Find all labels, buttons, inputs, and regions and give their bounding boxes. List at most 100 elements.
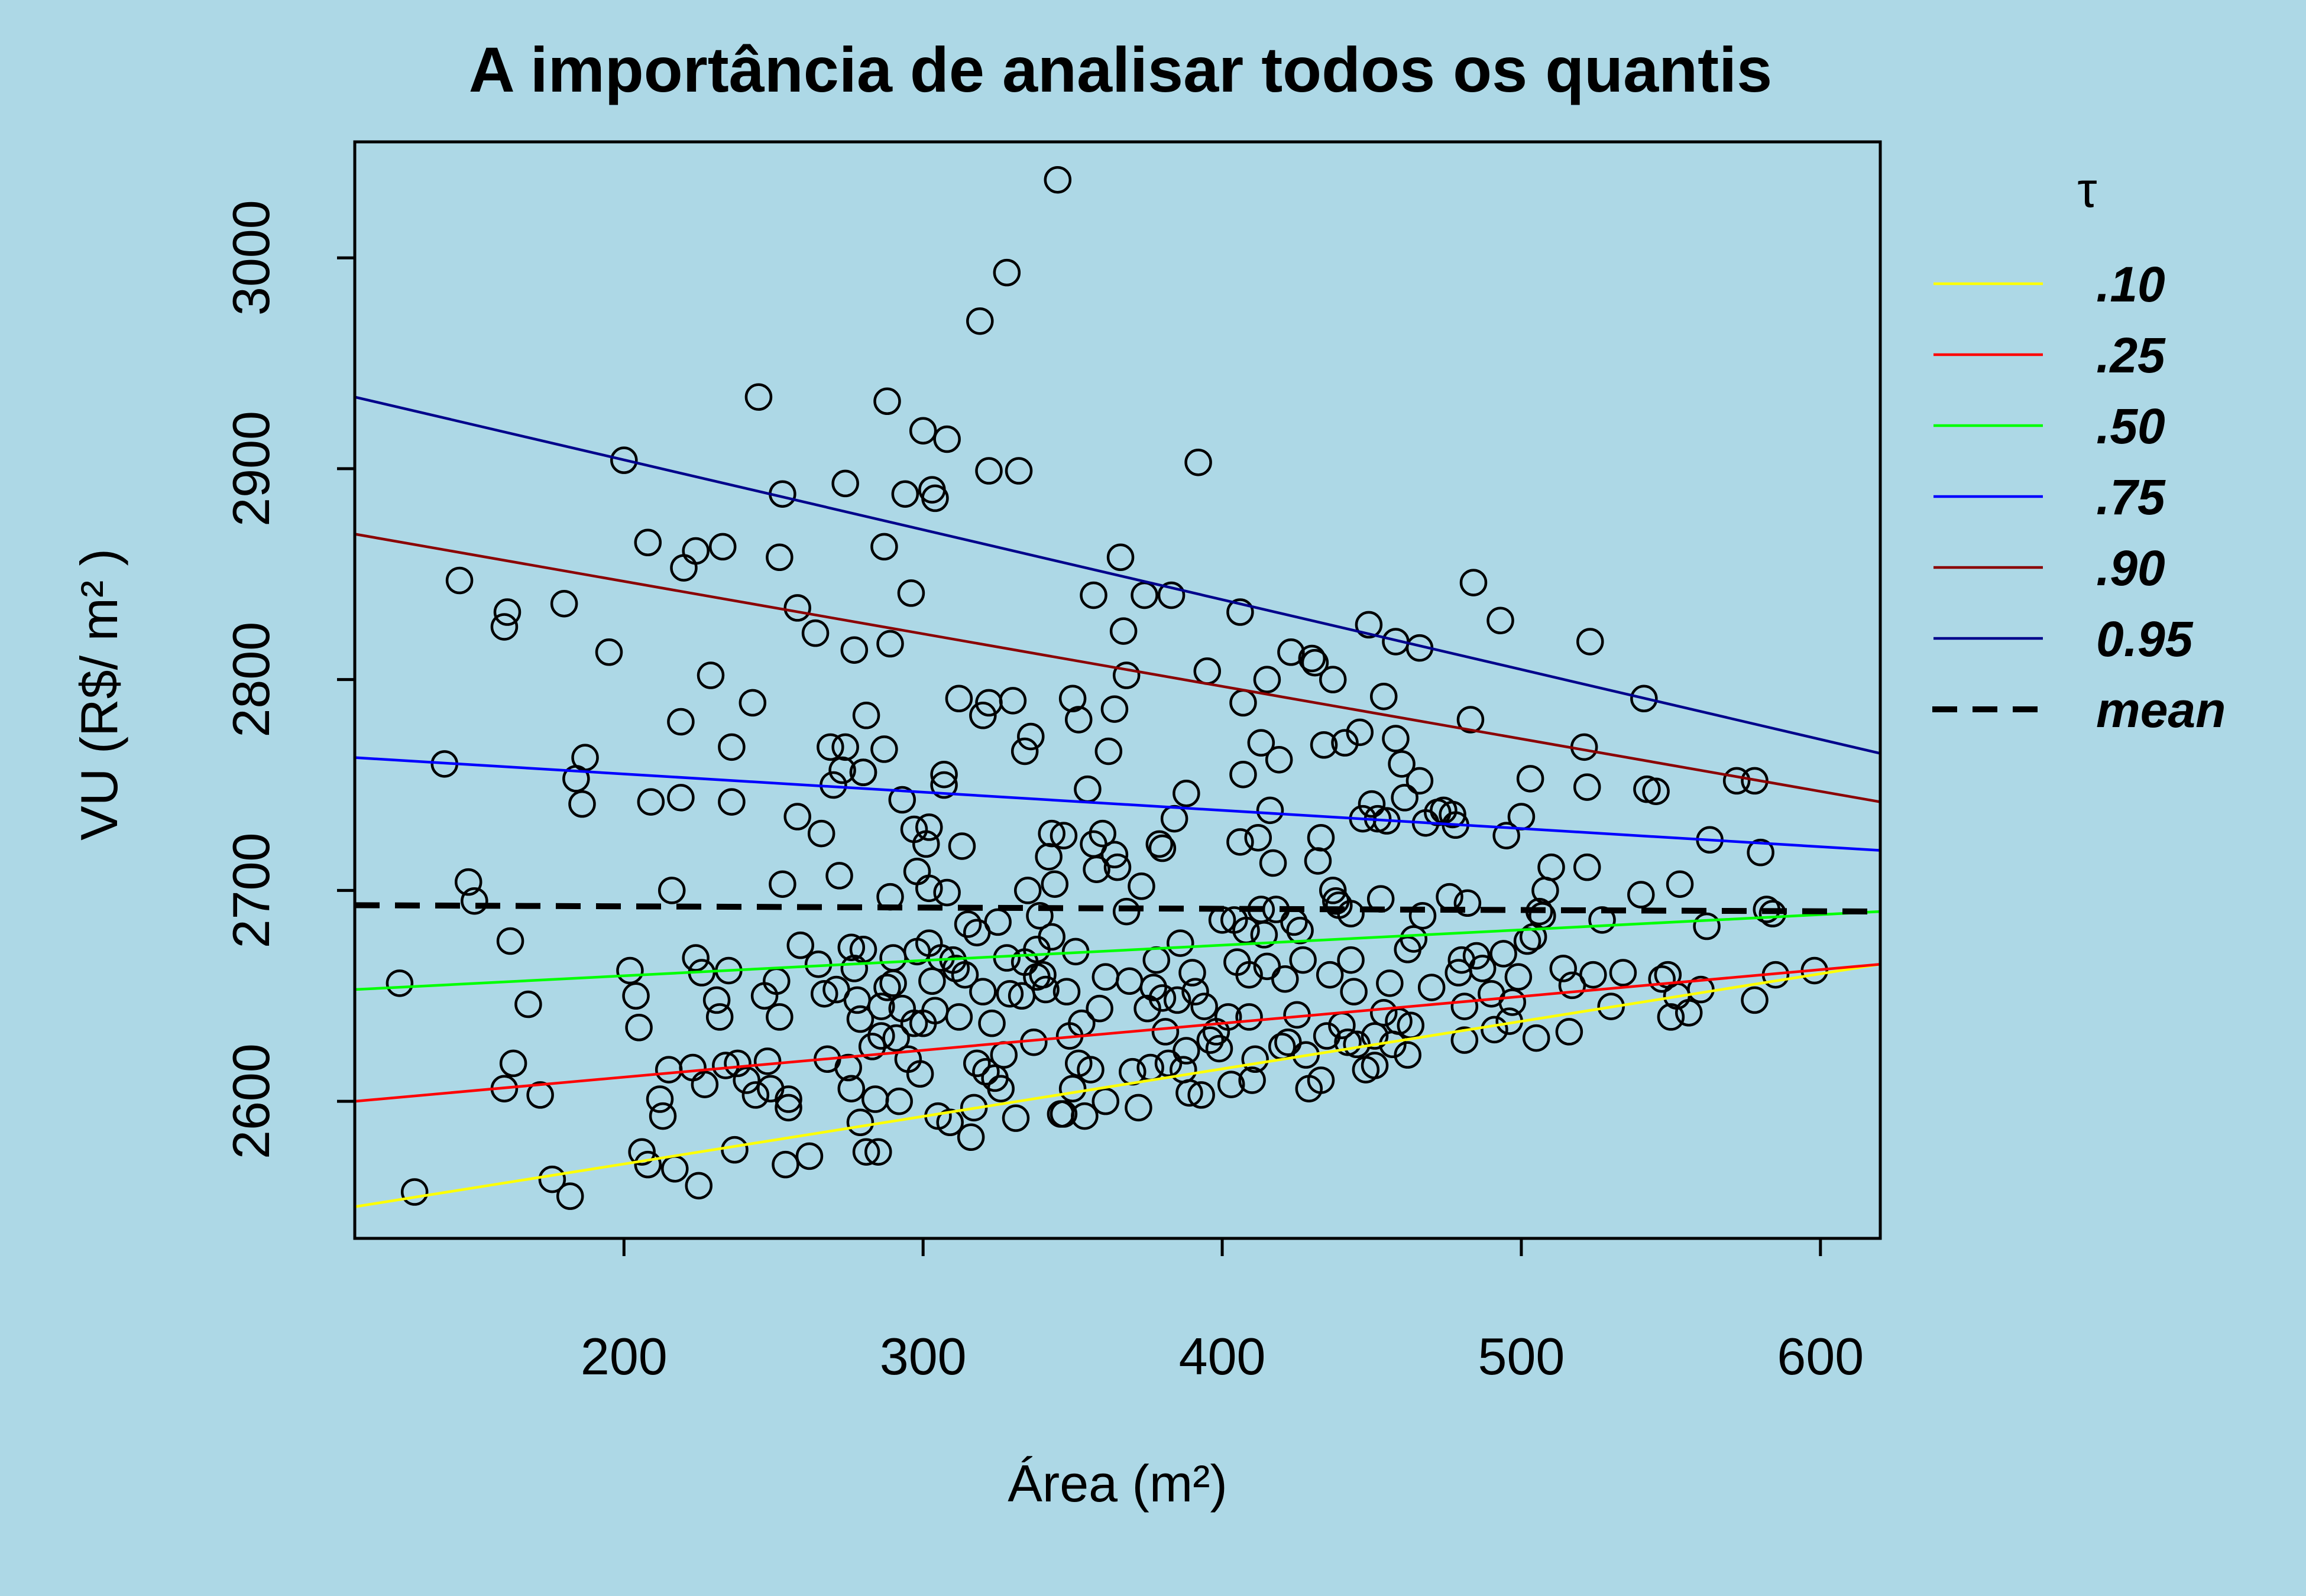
x-axis: 200 300 400 500 600 xyxy=(581,1237,1864,1386)
data-point xyxy=(1274,1028,1302,1056)
data-point xyxy=(655,1056,683,1084)
data-point xyxy=(969,978,997,1005)
data-point xyxy=(1193,657,1222,685)
data-point xyxy=(1316,961,1344,989)
data-point xyxy=(873,387,901,416)
data-point xyxy=(1083,855,1110,883)
data-point xyxy=(915,874,943,903)
data-point xyxy=(837,933,866,961)
data-point xyxy=(978,1009,1006,1037)
data-point xyxy=(1355,611,1383,639)
data-point xyxy=(1307,823,1335,852)
data-point xyxy=(1253,952,1281,981)
data-point xyxy=(1226,828,1254,856)
legend-label: .25 xyxy=(2096,327,2166,383)
data-point xyxy=(783,594,811,622)
data-point xyxy=(733,1066,760,1094)
data-point xyxy=(1214,1003,1242,1031)
data-point xyxy=(1361,1022,1389,1050)
data-point xyxy=(930,771,958,799)
data-point xyxy=(849,758,877,786)
data-point xyxy=(1089,819,1116,848)
data-point xyxy=(852,1138,880,1166)
data-point xyxy=(1666,870,1694,898)
data-point xyxy=(1080,581,1107,609)
data-point xyxy=(1148,984,1177,1012)
data-point xyxy=(882,1024,910,1052)
data-point xyxy=(1205,1034,1233,1063)
data-point xyxy=(1459,569,1488,596)
data-point xyxy=(1522,1024,1550,1052)
data-point xyxy=(538,1165,566,1193)
data-point xyxy=(1259,849,1287,877)
data-point xyxy=(682,944,710,972)
data-point xyxy=(1507,803,1536,831)
data-point xyxy=(1092,963,1120,991)
data-point xyxy=(610,446,638,474)
data-point xyxy=(775,1085,802,1113)
data-point xyxy=(1388,750,1416,778)
data-point xyxy=(1417,974,1446,1001)
data-point xyxy=(1173,1037,1200,1065)
data-point xyxy=(1313,1022,1341,1050)
data-point xyxy=(1693,912,1721,940)
data-point xyxy=(1292,1041,1320,1069)
line-mean xyxy=(354,902,1881,915)
data-point xyxy=(1157,581,1186,609)
data-point xyxy=(1184,448,1212,476)
data-point xyxy=(702,986,731,1014)
data-point xyxy=(1092,1087,1120,1115)
data-point xyxy=(1151,1018,1180,1046)
data-point xyxy=(996,979,1024,1008)
data-point xyxy=(1038,819,1065,848)
data-point xyxy=(1277,638,1305,666)
data-point xyxy=(1394,1041,1421,1069)
data-point xyxy=(870,533,898,561)
line-90 xyxy=(354,533,1881,803)
data-point xyxy=(769,870,796,898)
data-point xyxy=(766,1003,794,1031)
data-point xyxy=(1017,722,1045,751)
data-point xyxy=(1319,877,1347,904)
data-point xyxy=(679,1053,707,1082)
legend-label: .90 xyxy=(2096,540,2165,596)
data-point xyxy=(1337,900,1365,927)
chart-title: A importância de analisar todos os quant… xyxy=(469,34,1772,105)
data-point xyxy=(1450,992,1479,1020)
data-point xyxy=(1310,731,1338,759)
data-point xyxy=(625,1014,653,1042)
data-point xyxy=(595,638,623,666)
data-point xyxy=(496,927,524,955)
data-point xyxy=(691,1071,719,1098)
data-point xyxy=(1035,843,1063,871)
scatter-points xyxy=(386,166,1828,1210)
data-point xyxy=(1100,841,1129,868)
data-point xyxy=(957,1123,985,1151)
legend-label: 0.95 xyxy=(2096,611,2194,667)
data-point xyxy=(1280,908,1308,936)
data-point xyxy=(1229,689,1257,717)
data-point xyxy=(1064,706,1093,734)
data-point xyxy=(1450,1026,1479,1054)
data-point xyxy=(837,1075,866,1102)
data-point xyxy=(628,1138,656,1166)
data-point xyxy=(634,1150,662,1179)
data-point xyxy=(1462,942,1491,970)
data-point xyxy=(1675,999,1703,1027)
data-point xyxy=(661,1155,689,1183)
data-point xyxy=(849,936,877,964)
data-point xyxy=(1301,648,1329,677)
data-point xyxy=(864,1138,892,1166)
data-point xyxy=(1190,992,1218,1020)
data-point xyxy=(876,630,904,658)
data-point xyxy=(1573,773,1601,801)
data-point xyxy=(1142,946,1171,974)
data-point xyxy=(1573,853,1601,881)
data-point xyxy=(930,760,958,789)
data-point xyxy=(1253,666,1281,693)
data-point xyxy=(1358,790,1386,818)
x-tick-label: 400 xyxy=(1179,1327,1266,1386)
data-point xyxy=(1331,729,1359,757)
data-point xyxy=(1052,978,1081,1005)
line-75 xyxy=(354,756,1881,852)
